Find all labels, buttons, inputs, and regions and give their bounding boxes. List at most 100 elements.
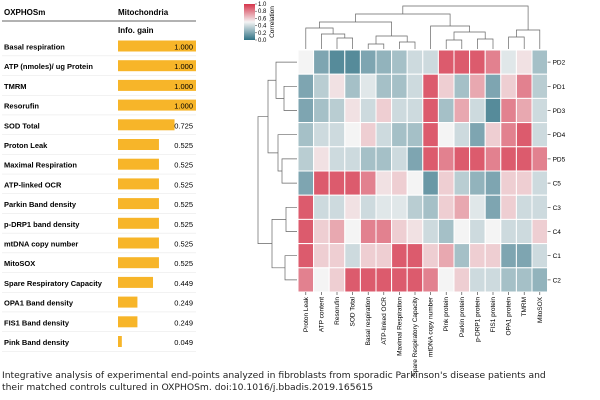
dendrogram-link bbox=[275, 61, 297, 99]
bar-mark bbox=[118, 316, 138, 328]
colorbar: 1.00.80.6 0.40.20.0 Correlation bbox=[244, 2, 276, 44]
heatmap-cell bbox=[328, 122, 346, 148]
heatmap-cell bbox=[515, 170, 533, 196]
heatmap-cell bbox=[469, 218, 486, 245]
heatmap-cell bbox=[375, 194, 393, 220]
heatmap-column-label: ATP content bbox=[318, 297, 325, 332]
heatmap-row-label: PD4 bbox=[553, 132, 566, 139]
correlation-heatmap-panel: 1.00.80.6 0.40.20.0 Correlation PD2 PD1 PD3… bbox=[244, 2, 566, 376]
heatmap-cell bbox=[484, 170, 502, 196]
heatmap-cell bbox=[515, 73, 533, 99]
heatmap-cell bbox=[484, 97, 502, 124]
bar-category-label: SOD Total bbox=[4, 121, 40, 130]
dendrogram-link bbox=[355, 13, 451, 26]
heatmap-cell bbox=[484, 73, 502, 99]
heatmap-cell bbox=[359, 218, 377, 245]
heatmap-cell bbox=[297, 122, 315, 148]
heatmap-cell bbox=[469, 73, 486, 99]
heatmap-cell bbox=[344, 170, 361, 196]
bar-value-label: 0.525 bbox=[174, 220, 193, 229]
heatmap-cells bbox=[297, 49, 549, 293]
heatmap-row-label: C2 bbox=[553, 277, 562, 284]
heatmap-cell bbox=[328, 146, 346, 172]
bar-mark bbox=[118, 60, 196, 72]
heatmap-cell bbox=[484, 122, 502, 148]
bar-mark bbox=[118, 99, 196, 111]
bar-category-label: MitoSOX bbox=[4, 259, 35, 268]
header-mitochondria: Mitochondria bbox=[118, 8, 169, 17]
heatmap-cell bbox=[313, 194, 330, 220]
heatmap-cell bbox=[531, 122, 549, 148]
heatmap-column-label: Resorufin bbox=[334, 297, 341, 325]
heatmap-cell bbox=[469, 122, 486, 148]
bar-mark bbox=[118, 139, 159, 150]
heatmap-cell bbox=[515, 97, 533, 124]
heatmap-cell bbox=[359, 243, 377, 269]
dendrogram-link bbox=[375, 35, 408, 44]
heatmap-cell bbox=[500, 146, 517, 172]
heatmap-cell bbox=[484, 267, 502, 293]
heatmap-cell bbox=[344, 49, 361, 75]
heatmap-cell bbox=[297, 97, 315, 124]
colorbar-tick-label: 0.0 bbox=[258, 38, 267, 44]
heatmap-cell bbox=[422, 170, 439, 196]
heatmap-cell bbox=[422, 49, 439, 75]
heatmap-row-label: C3 bbox=[553, 205, 562, 212]
heatmap-cell bbox=[515, 267, 533, 293]
heatmap-cell bbox=[515, 146, 533, 172]
row-dendrogram bbox=[257, 61, 297, 281]
heatmap-cell bbox=[391, 49, 408, 75]
heatmap-cell bbox=[328, 49, 346, 75]
dendrogram-link bbox=[336, 37, 353, 49]
heatmap-cell bbox=[453, 170, 471, 196]
heatmap-cell bbox=[453, 243, 471, 269]
heatmap-border bbox=[297, 49, 549, 293]
heatmap-cell bbox=[484, 146, 502, 172]
dendrogram-link bbox=[367, 43, 385, 49]
heatmap-cell bbox=[375, 97, 393, 124]
heatmap-cell bbox=[515, 194, 533, 220]
heatmap-cell bbox=[328, 97, 346, 124]
heatmap-cell bbox=[344, 97, 361, 124]
heatmap-cell bbox=[406, 73, 424, 99]
heatmap-column-label: p-DRP1 protein bbox=[474, 297, 481, 342]
heatmap-column-labels: Proton Leak ATP content Resorufin SOD Total… bbox=[303, 292, 544, 376]
heatmap-cell bbox=[375, 122, 393, 148]
heatmap-cell bbox=[313, 146, 330, 172]
colorbar-tick-label: 0.8 bbox=[258, 9, 267, 15]
heatmap-cell bbox=[313, 218, 330, 245]
dendrogram-link bbox=[445, 39, 463, 49]
heatmap-cell bbox=[344, 243, 361, 269]
heatmap-cell bbox=[313, 170, 330, 196]
heatmap-cell bbox=[297, 146, 315, 172]
heatmap-row-label: C5 bbox=[553, 181, 562, 188]
heatmap-cell bbox=[531, 97, 549, 124]
heatmap-cell bbox=[484, 194, 502, 220]
heatmap-cell bbox=[313, 122, 330, 148]
heatmap-cell bbox=[391, 146, 408, 172]
heatmap-cell bbox=[359, 73, 377, 99]
heatmap-cell bbox=[453, 218, 471, 245]
heatmap-cell bbox=[406, 218, 424, 245]
colorbar-title: Correlation bbox=[269, 6, 276, 38]
heatmap-cell bbox=[531, 218, 549, 245]
dendrogram-link bbox=[281, 158, 297, 184]
bar-category-label: Basal respiration bbox=[4, 43, 65, 52]
heatmap-cell bbox=[406, 267, 424, 293]
heatmap-cell bbox=[500, 49, 517, 75]
bar-mark bbox=[118, 158, 159, 170]
heatmap-cell bbox=[469, 170, 486, 196]
heatmap-cell bbox=[359, 97, 377, 124]
heatmap-cell bbox=[391, 267, 408, 293]
bar-value-label: 0.525 bbox=[174, 161, 193, 170]
bar-mark bbox=[118, 296, 138, 308]
dendrogram-link bbox=[399, 41, 416, 49]
heatmap-cell bbox=[500, 194, 517, 220]
heatmap-cell bbox=[406, 146, 424, 172]
bar-value-label: 0.525 bbox=[174, 200, 193, 209]
dendrogram-link bbox=[305, 27, 334, 49]
heatmap-row-label: C1 bbox=[553, 253, 562, 260]
dendrogram-link bbox=[257, 116, 272, 244]
bar-mark bbox=[118, 119, 175, 131]
figure-caption: Integrative analysis of experimental end… bbox=[2, 370, 598, 394]
